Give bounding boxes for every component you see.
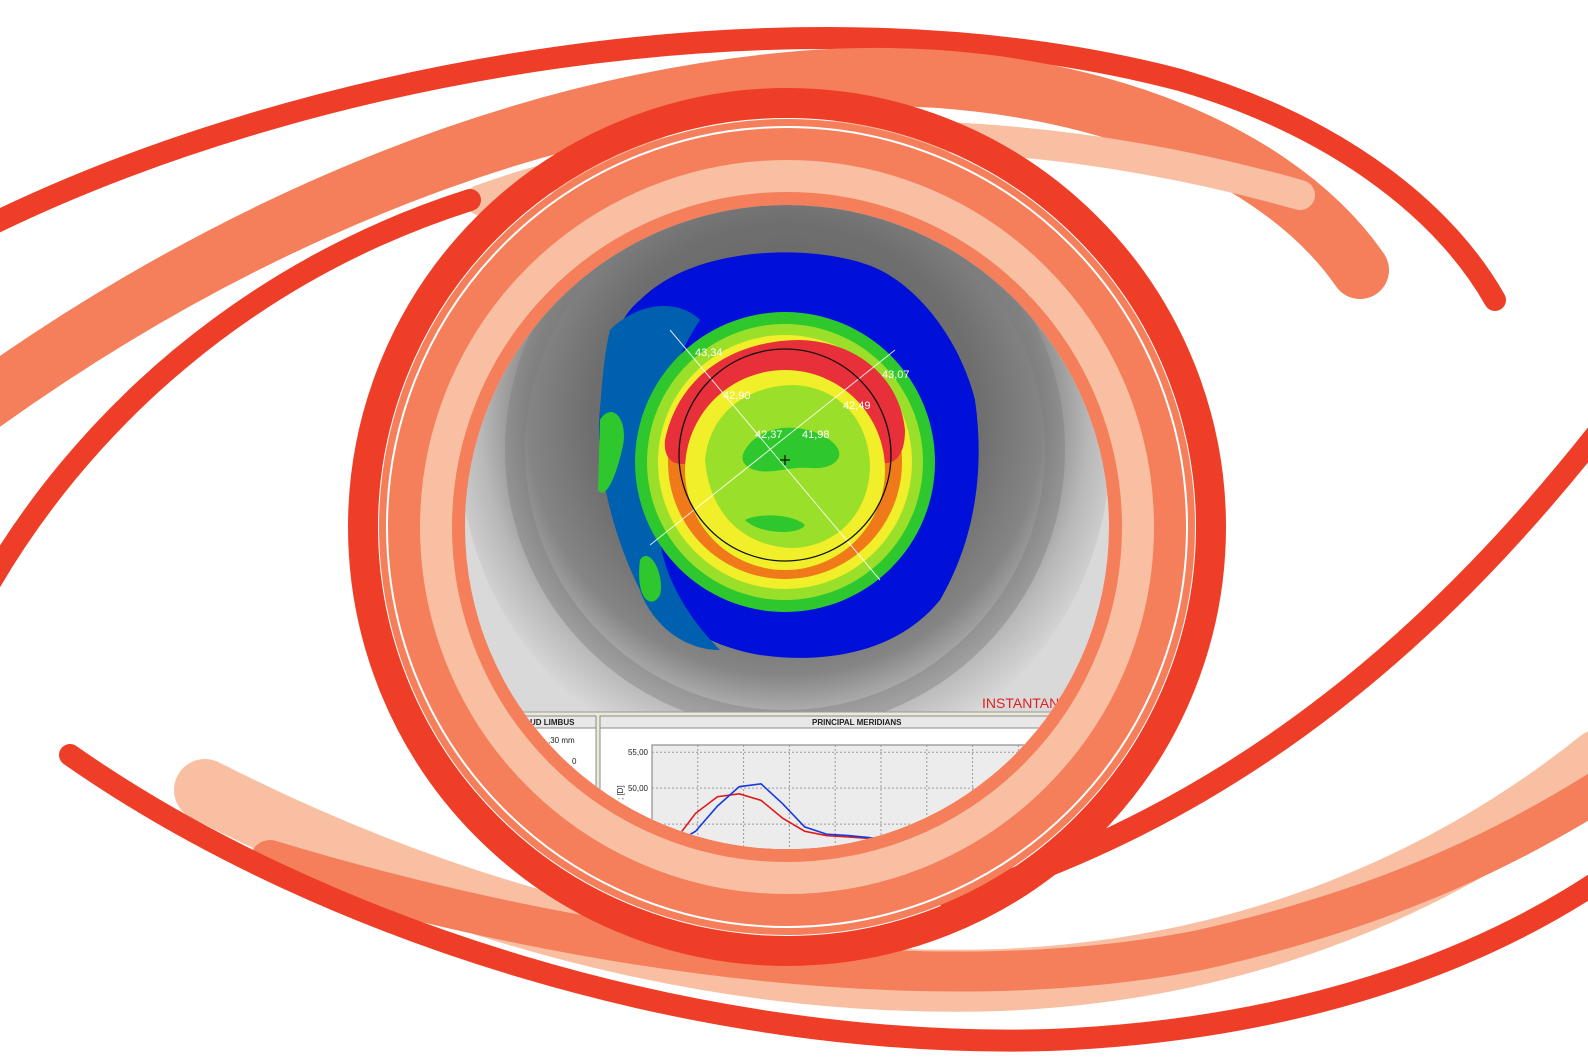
corneal-topography-map: 43,34 43,07 42,90 42,49 42,37 41,98 INST…	[465, 205, 1109, 849]
left-panel-value-2: 0	[572, 757, 577, 766]
map-label-4: 42,49	[843, 400, 871, 412]
y-tick-label-0: 55,00	[628, 748, 649, 757]
lower-swoosh-coral	[250, 773, 1588, 992]
mode-label: INSTANTANE	[982, 695, 1069, 711]
left-panel-value: ,30 mm	[548, 736, 575, 745]
central-rings	[348, 88, 1226, 966]
crosshair-icon	[780, 455, 790, 465]
map-center-green-patch	[742, 427, 840, 532]
left-swoosh	[0, 189, 481, 588]
map-label-6: 41,98	[802, 429, 830, 441]
lower-swoosh-red	[59, 744, 1588, 1052]
map-label-3: 42,90	[723, 390, 751, 402]
upper-swoosh-wide	[0, 47, 1389, 427]
map-left-green	[598, 411, 661, 602]
map-label-5: 42,37	[755, 429, 783, 441]
upper-swoosh-thin	[0, 27, 1506, 311]
chart-ylabel: ; [D]	[616, 785, 625, 800]
chart-title: PRINCIPAL MERIDIANS	[812, 718, 902, 727]
map-left-teal	[599, 306, 720, 650]
map-label-1: 43,34	[695, 347, 723, 359]
map-label-2: 43,07	[882, 369, 910, 381]
y-tick-label-1: 50,00	[628, 784, 649, 793]
left-panel-title: UD LIMBUS	[530, 718, 575, 727]
